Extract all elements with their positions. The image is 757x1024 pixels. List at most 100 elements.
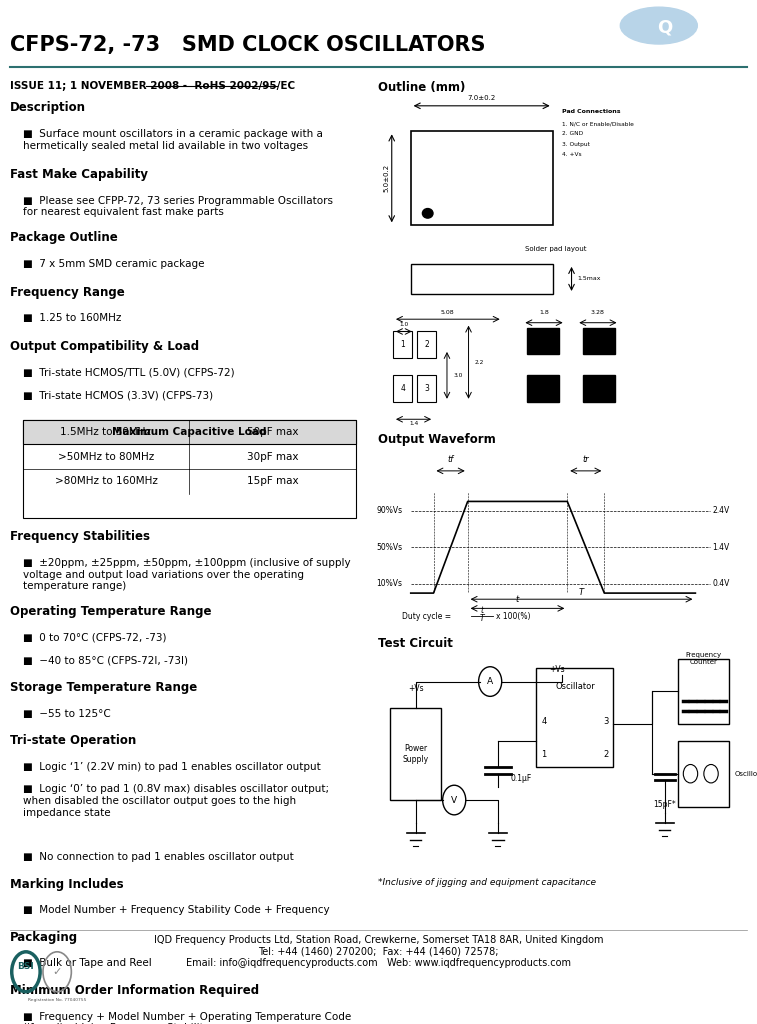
- Text: ■  Tri-state HCMOS (3.3V) (CFPS-73): ■ Tri-state HCMOS (3.3V) (CFPS-73): [23, 390, 213, 400]
- Text: ■  Tri-state HCMOS/TTL (5.0V) (CFPS-72): ■ Tri-state HCMOS/TTL (5.0V) (CFPS-72): [23, 368, 235, 378]
- Text: 1: 1: [541, 751, 547, 759]
- Text: 4: 4: [400, 384, 405, 393]
- Bar: [410, 264, 553, 294]
- Text: t: t: [516, 595, 519, 604]
- Bar: [583, 376, 615, 401]
- Text: Maximum Capacitive Load: Maximum Capacitive Load: [112, 427, 266, 437]
- Text: Oscilloscope: Oscilloscope: [734, 771, 757, 777]
- Text: 7.0±0.2: 7.0±0.2: [468, 94, 496, 100]
- Text: 10%Vs: 10%Vs: [376, 580, 402, 589]
- Text: 50pF max: 50pF max: [247, 427, 298, 437]
- Text: T: T: [579, 588, 584, 597]
- Bar: [23, 420, 356, 518]
- Text: 1.4: 1.4: [409, 421, 418, 426]
- Text: 5.0±0.2: 5.0±0.2: [383, 164, 389, 193]
- Bar: [678, 740, 729, 807]
- Text: t: t: [481, 606, 484, 615]
- Text: Storage Temperature Range: Storage Temperature Range: [10, 681, 197, 694]
- Text: 0.1µF: 0.1µF: [511, 774, 532, 782]
- Text: Oscillator: Oscillator: [555, 682, 595, 690]
- Text: 3. Output: 3. Output: [562, 141, 590, 146]
- Text: 4. +Vs: 4. +Vs: [562, 152, 581, 157]
- Text: Frequency Range: Frequency Range: [10, 286, 125, 299]
- Text: tr: tr: [582, 455, 589, 464]
- Text: Duty cycle =: Duty cycle =: [402, 612, 451, 622]
- Bar: [393, 376, 413, 401]
- Text: 2: 2: [424, 340, 429, 349]
- Text: Frequency Stabilities: Frequency Stabilities: [10, 530, 150, 544]
- Text: 2.4V: 2.4V: [712, 506, 730, 515]
- Text: T: T: [480, 613, 484, 623]
- Bar: [583, 328, 615, 354]
- Text: +Vs: +Vs: [550, 665, 565, 674]
- Text: 2.2: 2.2: [475, 359, 484, 365]
- Text: 3.28: 3.28: [591, 310, 605, 315]
- Text: ✓: ✓: [52, 967, 62, 977]
- Text: 2: 2: [603, 751, 609, 759]
- Text: 15pF max: 15pF max: [247, 476, 298, 486]
- Text: 1.5max: 1.5max: [578, 276, 601, 282]
- Text: +Vs: +Vs: [408, 684, 424, 693]
- Text: 3.0: 3.0: [453, 373, 463, 378]
- Text: ■  ±20ppm, ±25ppm, ±50ppm, ±100ppm (inclusive of supply
voltage and output load : ■ ±20ppm, ±25ppm, ±50ppm, ±100ppm (inclu…: [23, 558, 350, 591]
- Text: CLOCK
OSCILLATORS: CLOCK OSCILLATORS: [2, 417, 16, 469]
- Text: CFPS-72, -73   SMD CLOCK OSCILLATORS: CFPS-72, -73 SMD CLOCK OSCILLATORS: [10, 35, 485, 55]
- Text: Tri-state Operation: Tri-state Operation: [10, 734, 136, 748]
- Text: Q: Q: [657, 18, 672, 37]
- Text: Package Outline: Package Outline: [10, 231, 117, 245]
- Ellipse shape: [620, 7, 697, 44]
- Text: 1.8: 1.8: [539, 310, 549, 315]
- Text: Operating Temperature Range: Operating Temperature Range: [10, 605, 211, 618]
- Text: BSI: BSI: [17, 962, 34, 971]
- Text: 1.4V: 1.4V: [712, 543, 730, 552]
- Text: >50MHz to 80MHz: >50MHz to 80MHz: [58, 452, 154, 462]
- Bar: [417, 376, 436, 401]
- Text: 3: 3: [424, 384, 429, 393]
- Text: 90%Vs: 90%Vs: [376, 506, 402, 515]
- Bar: [678, 658, 729, 724]
- Bar: [417, 332, 436, 357]
- Text: 30pF max: 30pF max: [247, 452, 298, 462]
- Text: 3: 3: [603, 718, 609, 726]
- Text: Power
Supply: Power Supply: [403, 744, 428, 764]
- Text: ■  0 to 70°C (CFPS-72, -73): ■ 0 to 70°C (CFPS-72, -73): [23, 633, 167, 643]
- Text: ■  −55 to 125°C: ■ −55 to 125°C: [23, 709, 111, 719]
- Text: 50%Vs: 50%Vs: [376, 543, 402, 552]
- Bar: [527, 328, 559, 354]
- Bar: [410, 131, 553, 225]
- Text: ■  Frequency + Model Number + Operating Temperature Code
(if applicable) + Frequ: ■ Frequency + Model Number + Operating T…: [23, 1012, 351, 1024]
- Text: tf: tf: [447, 455, 453, 464]
- Text: 0.4V: 0.4V: [712, 580, 730, 589]
- Text: ■  7 x 5mm SMD ceramic package: ■ 7 x 5mm SMD ceramic package: [23, 259, 204, 269]
- Bar: [537, 669, 613, 767]
- Text: 1: 1: [400, 340, 405, 349]
- Text: 1.5MHz to 50MHz: 1.5MHz to 50MHz: [61, 427, 151, 437]
- Bar: [23, 420, 356, 444]
- Text: ISSUE 11; 1 NOVEMBER 2008 -  RoHS 2002/95/EC: ISSUE 11; 1 NOVEMBER 2008 - RoHS 2002/95…: [10, 81, 295, 91]
- Text: 2. GND: 2. GND: [562, 131, 583, 136]
- Text: Output Waveform: Output Waveform: [378, 433, 497, 446]
- Text: ■  Model Number + Frequency Stability Code + Frequency: ■ Model Number + Frequency Stability Cod…: [23, 905, 329, 915]
- Text: ■  Logic ‘1’ (2.2V min) to pad 1 enables oscillator output: ■ Logic ‘1’ (2.2V min) to pad 1 enables …: [23, 762, 320, 772]
- Text: ■  Please see CFPP-72, 73 series Programmable Oscillators
for nearest equivalent: ■ Please see CFPP-72, 73 series Programm…: [23, 196, 333, 217]
- Text: ■  1.25 to 160MHz: ■ 1.25 to 160MHz: [23, 313, 121, 324]
- Text: IQD Frequency Products: IQD Frequency Products: [644, 55, 707, 60]
- Text: Minimum Order Information Required: Minimum Order Information Required: [10, 984, 259, 997]
- Text: ■  Bulk or Tape and Reel: ■ Bulk or Tape and Reel: [23, 958, 151, 969]
- Text: 1. N/C or Enable/Disable: 1. N/C or Enable/Disable: [562, 121, 634, 126]
- Text: Pad Connections: Pad Connections: [562, 110, 621, 115]
- Bar: [527, 376, 559, 401]
- Text: Fast Make Capability: Fast Make Capability: [10, 168, 148, 181]
- Text: ■  Surface mount oscillators in a ceramic package with a
hermetically sealed met: ■ Surface mount oscillators in a ceramic…: [23, 129, 322, 151]
- Text: 1.0: 1.0: [399, 323, 409, 328]
- Bar: [393, 332, 413, 357]
- Circle shape: [422, 209, 433, 218]
- Text: >80MHz to 160MHz: >80MHz to 160MHz: [55, 476, 157, 486]
- Text: ■  −40 to 85°C (CFPS-72I, -73I): ■ −40 to 85°C (CFPS-72I, -73I): [23, 655, 188, 666]
- Text: *Inclusive of jigging and equipment capacitance: *Inclusive of jigging and equipment capa…: [378, 878, 597, 887]
- Text: Test Circuit: Test Circuit: [378, 637, 453, 650]
- Text: 5.08: 5.08: [441, 310, 455, 315]
- Bar: [390, 708, 441, 800]
- Text: Frequency
Counter: Frequency Counter: [685, 652, 721, 665]
- Text: ■  Logic ‘0’ to pad 1 (0.8V max) disables oscillator output;
when disabled the o: ■ Logic ‘0’ to pad 1 (0.8V max) disables…: [23, 784, 329, 817]
